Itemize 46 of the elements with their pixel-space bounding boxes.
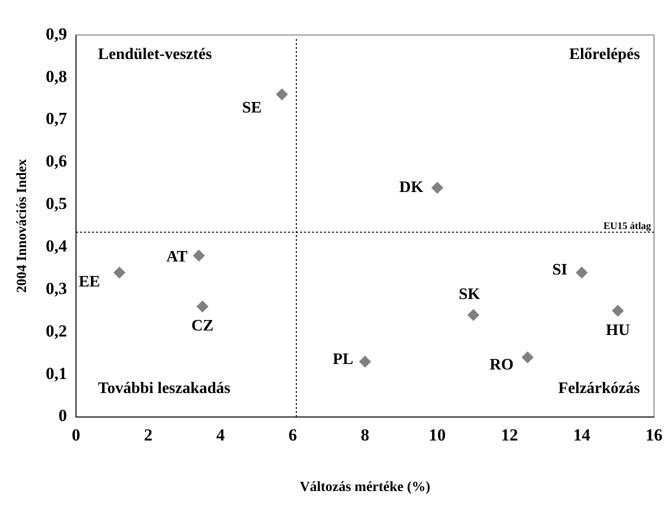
x-tick-label: 6 bbox=[288, 425, 298, 444]
x-tick-label: 4 bbox=[216, 425, 226, 444]
y-tick-label: 0,7 bbox=[46, 109, 68, 128]
annotation: DK bbox=[399, 178, 424, 196]
annotation: SI bbox=[552, 262, 568, 279]
point bbox=[612, 304, 624, 317]
y-tick-label: 0 bbox=[58, 406, 68, 426]
y-tick-label: 0,6 bbox=[46, 152, 68, 171]
y-tick-label: 0,2 bbox=[46, 321, 68, 340]
y-axis-title: 2004 Innovációs Index bbox=[15, 158, 30, 293]
point bbox=[467, 308, 480, 321]
y-tick-label: 0,3 bbox=[46, 278, 68, 298]
annotation: Előrelépés bbox=[569, 46, 640, 64]
x-tick-label: 8 bbox=[360, 425, 370, 444]
x-tick-label: 12 bbox=[501, 425, 518, 444]
annotation: EE bbox=[78, 274, 100, 291]
annotation: SK bbox=[458, 286, 481, 304]
point bbox=[276, 88, 288, 100]
x-tick-label: 2 bbox=[144, 425, 153, 444]
x-tick-label: 10 bbox=[428, 425, 446, 444]
y-tick-label: 0,5 bbox=[46, 194, 68, 214]
y-tick-label: 0,9 bbox=[46, 24, 68, 44]
y-tick-label: 0,4 bbox=[46, 236, 68, 256]
point bbox=[196, 300, 208, 312]
x-axis-title: Változás mértéke (%) bbox=[300, 480, 431, 496]
point bbox=[431, 182, 444, 194]
point bbox=[113, 266, 126, 279]
x-tick-label: 16 bbox=[646, 425, 662, 444]
annotation: AT bbox=[166, 248, 188, 266]
y-tick-label: 0,8 bbox=[46, 66, 68, 86]
annotation: További leszakadás bbox=[98, 380, 230, 397]
x-tick-label: 14 bbox=[573, 425, 591, 444]
annotation: SE bbox=[242, 100, 262, 117]
annotation: CZ bbox=[191, 318, 214, 335]
annotation: Lendület-vesztés bbox=[98, 46, 212, 64]
annotation: RO bbox=[490, 356, 514, 374]
x-tick-label: 0 bbox=[72, 425, 80, 444]
ref-line-label: EU15 átlag bbox=[604, 220, 651, 232]
point bbox=[522, 351, 534, 364]
y-tick-label: 0,1 bbox=[46, 364, 68, 383]
point bbox=[359, 356, 372, 368]
annotation: Felzárkózás bbox=[558, 380, 640, 397]
annotation: PL bbox=[332, 350, 354, 368]
point bbox=[576, 266, 588, 279]
annotation: HU bbox=[606, 322, 630, 339]
point bbox=[192, 250, 205, 262]
